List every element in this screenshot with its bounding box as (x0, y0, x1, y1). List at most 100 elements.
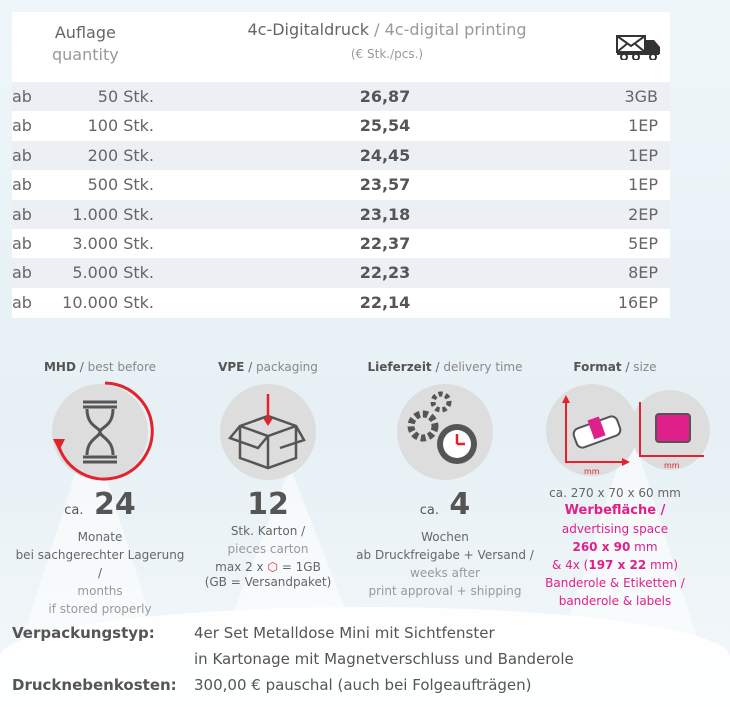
line: max 2 x (215, 560, 264, 574)
line: mm (630, 540, 658, 554)
cell-price: 22,23 (359, 263, 411, 283)
line: print approval + shipping (368, 584, 522, 598)
value: 4 (449, 487, 471, 522)
gears-clock-icon (407, 391, 477, 464)
table-row: ab 3.000 Stk. 22,37 5EP (12, 229, 670, 258)
cell-ship: 1EP (628, 116, 658, 136)
title-en: size (633, 360, 657, 374)
line: Stk. Karton / (230, 524, 306, 538)
line: weeks after (410, 566, 480, 580)
print-costs: Drucknebenkosten: 300,00 € pauschal (auch… (12, 676, 532, 694)
line: (GB = Versandpaket) (204, 575, 332, 589)
table-row: ab 5.000 Stk. 22,23 8EP (12, 258, 670, 288)
price-unit: (€ Stk./pcs.) (350, 47, 424, 61)
title-de: VPE (218, 360, 245, 374)
cell-qty: 5.000 Stk. (72, 263, 154, 283)
cell-price: 23,18 (359, 204, 411, 224)
quantity-header: Auflage quantity (52, 22, 119, 66)
line: bei sachgerechter Lagerung / (15, 548, 185, 580)
value: 12 (247, 487, 289, 522)
title-en: best before (87, 360, 156, 374)
line: ca. 270 x 70 x 60 mm (549, 486, 681, 500)
cell-qty: 1.000 Stk. (72, 204, 154, 224)
title-de: Format (573, 360, 622, 374)
title-en: delivery time (443, 360, 523, 374)
cell-prefix: ab (12, 204, 32, 224)
sep: / (369, 20, 385, 39)
packaging-type-line2: in Kartonage mit Magnetverschluss und Ba… (194, 650, 574, 668)
quantity-de: Auflage (54, 23, 116, 42)
line: banderole & labels (558, 594, 672, 608)
tin-dimensions-icon: mm (562, 395, 630, 476)
table-row: ab 1.000 Stk. 23,18 2EP (12, 199, 670, 229)
line: months (77, 584, 123, 598)
cell-qty: 3.000 Stk. (72, 233, 154, 253)
background-snow (0, 607, 730, 707)
cell-price: 25,54 (359, 116, 411, 136)
line: 197 x 22 (588, 558, 647, 572)
cell-qty: 100 Stk. (87, 116, 154, 136)
mail-truck-icon (616, 35, 660, 60)
cell-price: 22,37 (359, 233, 411, 253)
gears-circle (397, 384, 493, 480)
cell-price: 22,14 (359, 292, 411, 312)
table-row: ab 50 Stk. 26,87 3GB (12, 82, 670, 112)
feature-format: Format / size mm mm ca. 270 x 70 x 60 mm… (520, 358, 710, 610)
price-header: 4c-Digitaldruck / 4c-digital printing (€ … (212, 20, 562, 61)
label: Verpackungstyp: (12, 624, 155, 642)
feature-packaging: VPE / packaging 12 Stk. Karton / pieces … (183, 358, 353, 588)
box-small-icon: ⬡ (267, 560, 278, 574)
value: 300,00 € pauschal (auch bei Folgeaufträg… (194, 676, 532, 694)
cell-prefix: ab (12, 116, 32, 136)
tin-top-circle: mm (630, 390, 710, 470)
cell-price: 23,57 (359, 175, 411, 195)
quantity-en: quantity (52, 45, 119, 64)
line: Monate (77, 530, 123, 544)
line: mm) (646, 558, 679, 572)
table-row: ab 200 Stk. 24,45 1EP (12, 140, 670, 171)
line: Wochen (421, 530, 469, 544)
feature-best-before: MHD / best before ca. 24 Monate bei sach… (15, 360, 185, 616)
tin-label-icon: mm (639, 402, 704, 470)
cell-prefix: ab (12, 263, 32, 283)
ca: ca. (64, 503, 84, 518)
table-row: ab 100 Stk. 25,54 1EP (12, 111, 670, 140)
ca: ca. (419, 503, 439, 518)
cell-ship: 3GB (624, 87, 658, 106)
cell-prefix: ab (12, 175, 32, 195)
title-en: packaging (256, 360, 318, 374)
cell-ship: 1EP (628, 145, 658, 165)
axis-unit: mm (584, 467, 600, 476)
line: Banderole & Etiketten / (545, 576, 685, 590)
label: Drucknebenkosten: (12, 676, 177, 694)
feature-delivery: Lieferzeit / delivery time ca. 4 Wochen … (350, 358, 540, 600)
cell-prefix: ab (12, 87, 32, 106)
price-de: 4c-Digitaldruck (247, 20, 370, 39)
cell-ship: 8EP (628, 263, 658, 283)
hourglass-circle (52, 381, 154, 481)
cell-ship: 1EP (628, 175, 658, 195)
table-row: ab 10.000 Stk. 22,14 16EP (12, 288, 670, 317)
table-row: ab 500 Stk. 23,57 1EP (12, 170, 670, 199)
table-header: Auflage quantity 4c-Digitaldruck / 4c-dig… (12, 12, 670, 82)
title-de: MHD (43, 360, 76, 374)
cell-prefix: ab (12, 233, 32, 253)
title-de: Lieferzeit (367, 360, 432, 374)
axis-unit: mm (664, 461, 680, 470)
format-circles: mm mm (520, 384, 710, 480)
value: 4er Set Metalldose Mini mit Sichtfenster (194, 624, 495, 642)
box-icon (227, 394, 306, 470)
cell-price: 26,87 (359, 87, 411, 106)
price-en: 4c-digital printing (384, 20, 527, 39)
cell-prefix: ab (12, 292, 32, 312)
cell-qty: 200 Stk. (87, 145, 154, 165)
box-circle (220, 384, 316, 480)
tin-side-circle: mm (546, 384, 638, 476)
line: Werbefläche / (564, 503, 666, 518)
cell-qty: 10.000 Stk. (62, 292, 154, 312)
price-table: Auflage quantity 4c-Digitaldruck / 4c-dig… (12, 12, 670, 318)
line: if stored properly (48, 602, 152, 616)
cell-qty: 500 Stk. (87, 175, 154, 195)
cell-ship: 5EP (628, 233, 658, 253)
cell-prefix: ab (12, 145, 32, 165)
